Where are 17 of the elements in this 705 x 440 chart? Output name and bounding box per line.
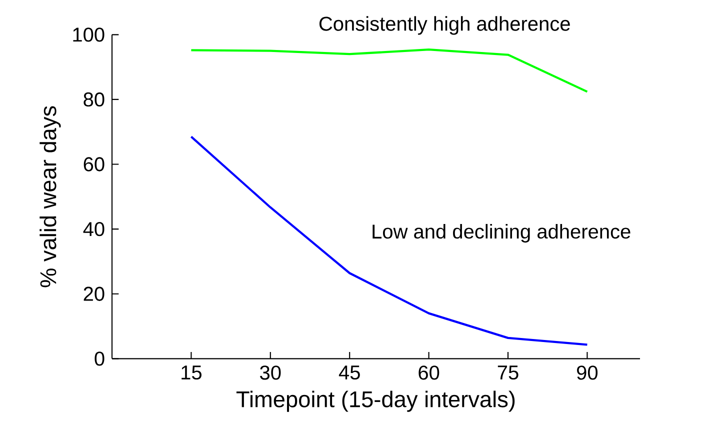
x-tick-label: 15 xyxy=(182,366,202,380)
x-tick-label: 30 xyxy=(260,366,281,380)
x-tick-label: 90 xyxy=(577,366,598,380)
y-tick-label: 60 xyxy=(84,157,104,172)
x-axis-title: Timepoint (15-day intervals) xyxy=(236,390,515,412)
y-tick-label: 20 xyxy=(84,286,104,301)
line-series xyxy=(190,48,588,93)
y-tick-label: 80 xyxy=(84,92,104,107)
y-tick-label: 0 xyxy=(94,352,104,366)
x-tick-label: 45 xyxy=(338,366,360,380)
x-tick-label: 60 xyxy=(418,366,440,380)
series-label: Consistently high adherence xyxy=(319,16,570,35)
y-tick-label: 40 xyxy=(83,222,104,236)
x-tick-label: 75 xyxy=(498,366,518,380)
y-tick-label: 100 xyxy=(73,28,104,42)
y-axis-title: % valid wear days xyxy=(40,106,61,288)
series-label: Low and declining adherence xyxy=(372,224,630,243)
